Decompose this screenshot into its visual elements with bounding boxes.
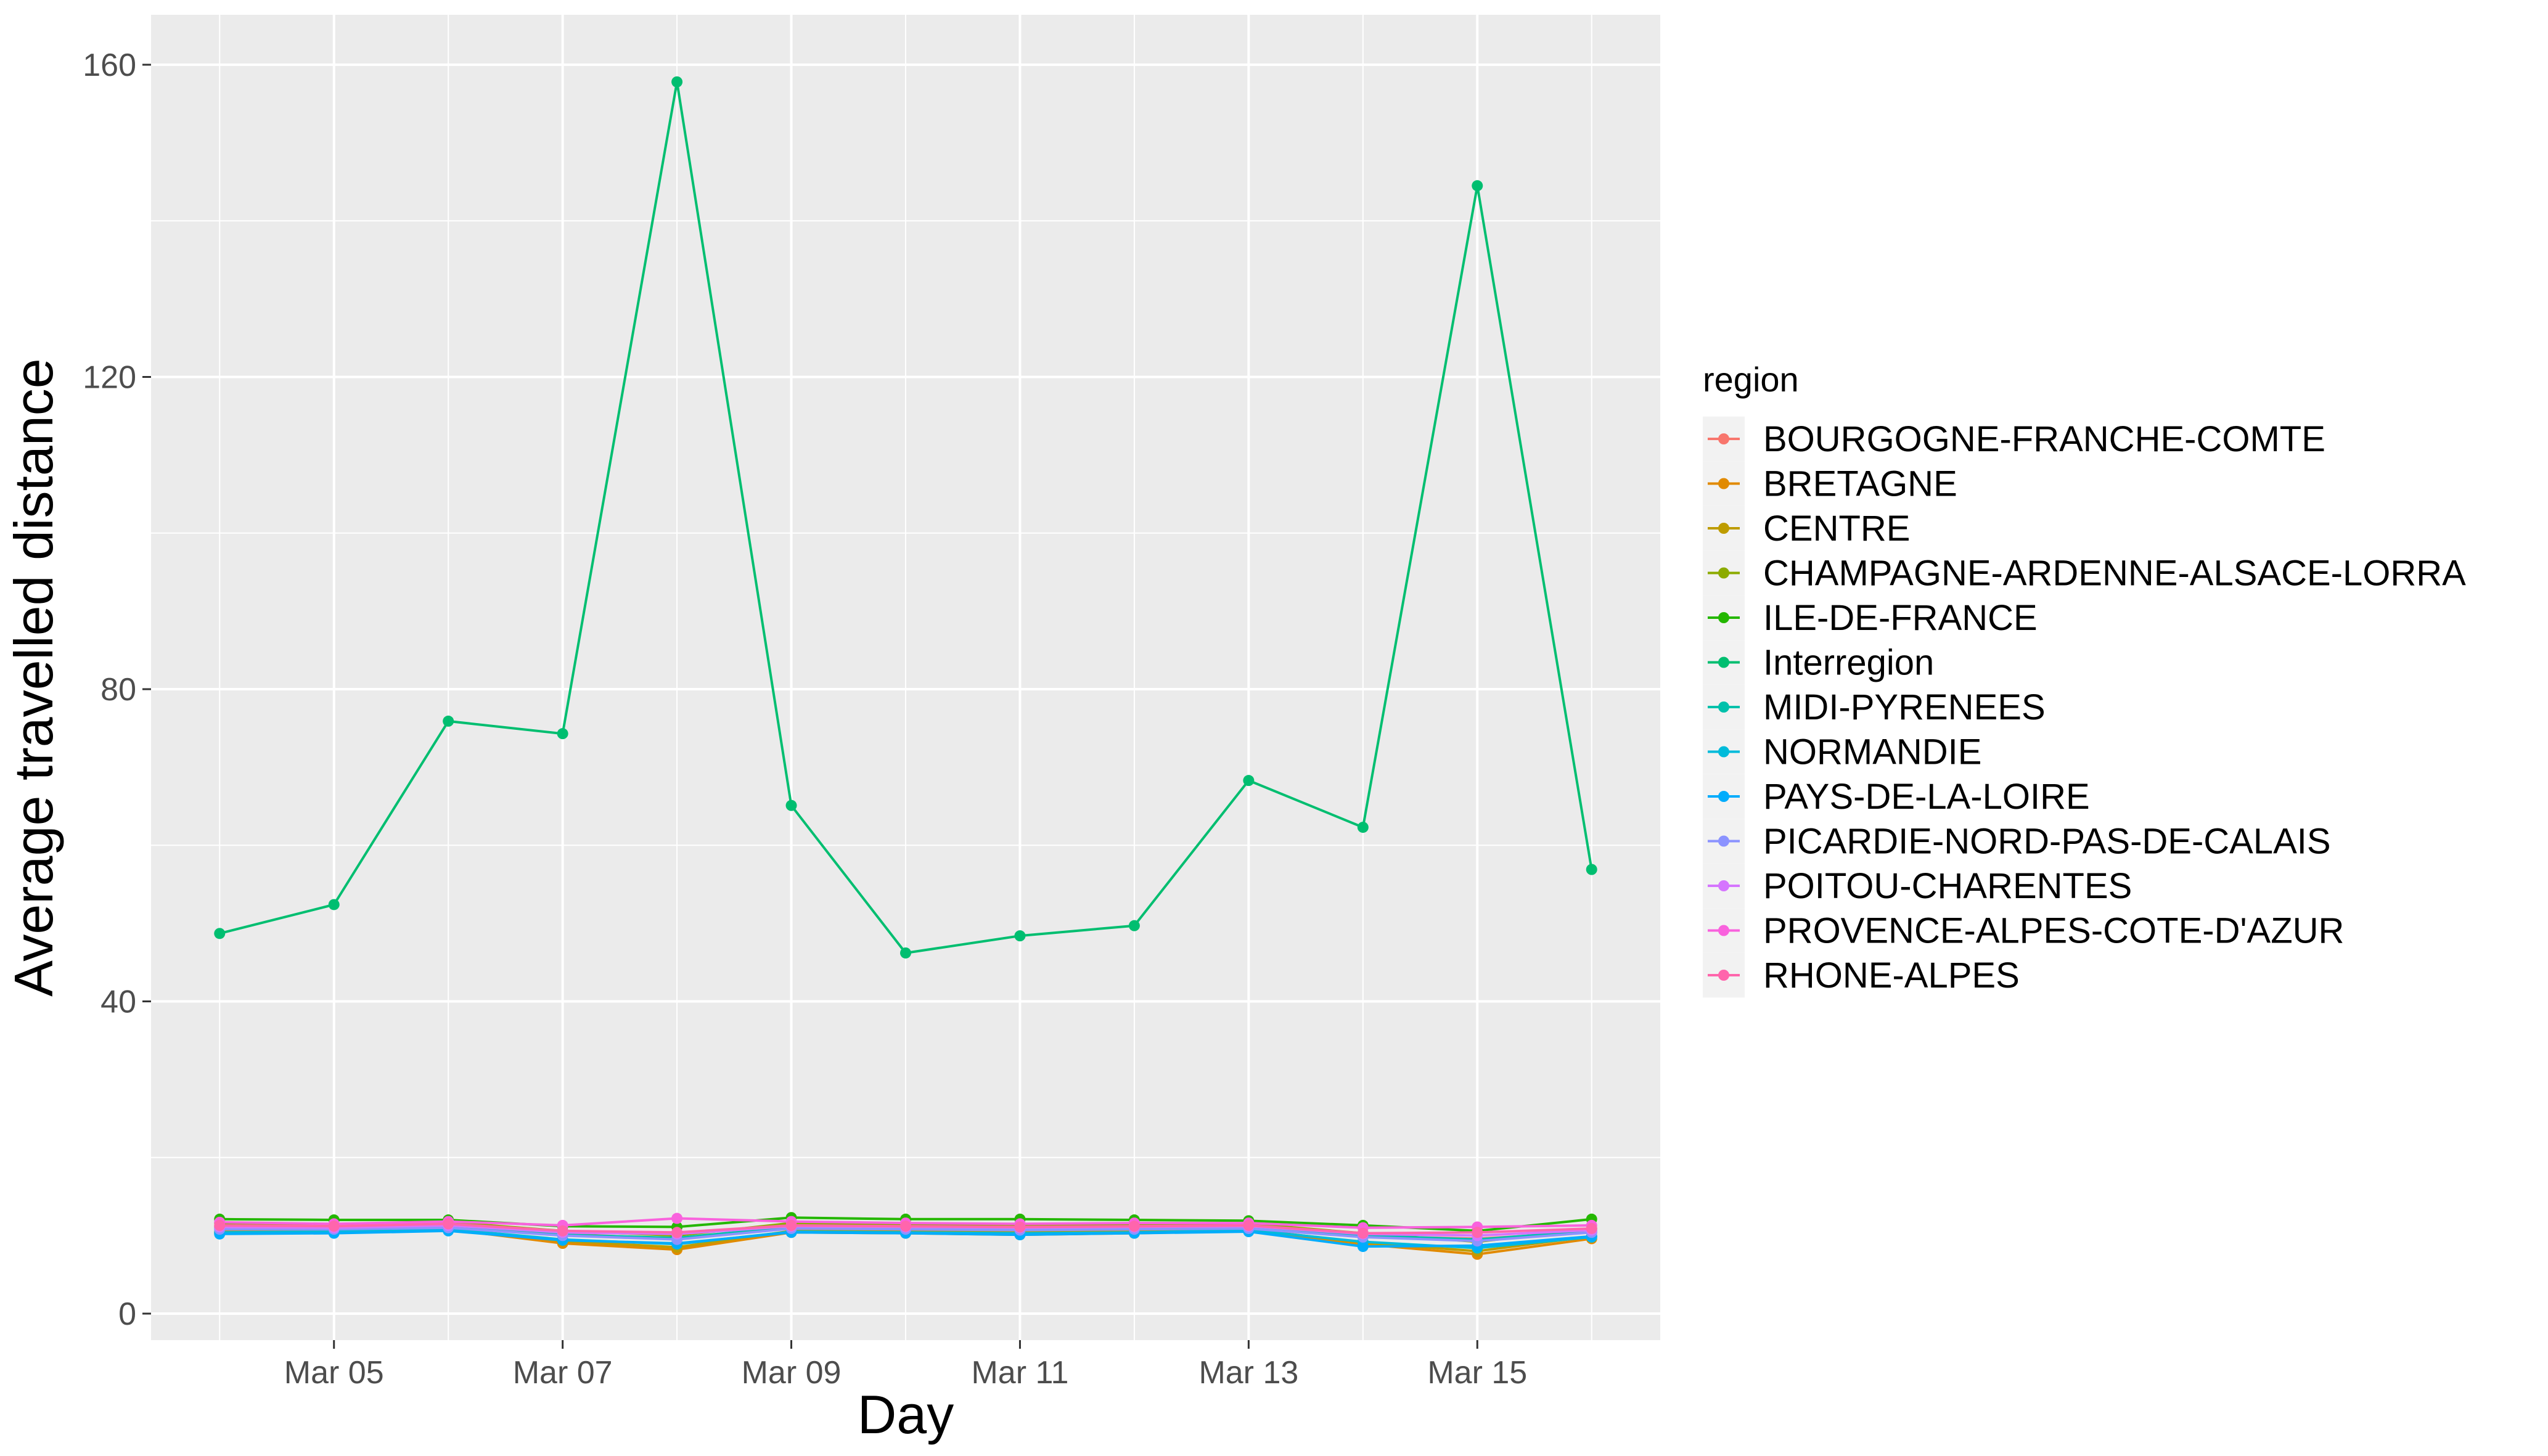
series-layer <box>214 76 1597 1260</box>
y-tick-label: 0 <box>118 1296 136 1332</box>
series-rhone-alpes <box>214 1218 1597 1239</box>
y-tick-label: 80 <box>100 672 136 708</box>
y-axis-title: Average travelled distance <box>3 358 64 996</box>
data-point <box>1586 864 1597 875</box>
x-tick-label: Mar 07 <box>513 1355 613 1391</box>
y-tick-label: 40 <box>100 984 136 1020</box>
legend-item: POITOU-CHARENTES <box>1703 863 2132 909</box>
data-point <box>1357 1227 1369 1239</box>
legend-item: PAYS-DE-LA-LOIRE <box>1703 774 2090 819</box>
data-point <box>1586 1222 1597 1234</box>
x-tick-label: Mar 05 <box>284 1355 384 1391</box>
legend-key-point <box>1718 925 1729 936</box>
legend-label: BOURGOGNE-FRANCHE-COMTE <box>1763 419 2325 459</box>
legend-item: CENTRE <box>1703 505 1910 551</box>
legend: region BOURGOGNE-FRANCHE-COMTE BRETAGNE CE… <box>1703 360 2466 998</box>
data-point <box>443 715 454 727</box>
legend-key-point <box>1718 880 1729 891</box>
x-tick-label: Mar 09 <box>742 1355 842 1391</box>
data-point <box>1243 1219 1255 1231</box>
legend-key-point <box>1718 701 1729 713</box>
y-axis: 0 40 80 120 160 <box>83 47 151 1332</box>
data-point <box>785 800 797 811</box>
legend-key-point <box>1718 835 1729 847</box>
x-tick-label: Mar 15 <box>1427 1355 1527 1391</box>
data-point <box>443 1218 454 1230</box>
data-point <box>671 1227 683 1238</box>
legend-key-point <box>1718 970 1729 981</box>
legend-label: RHONE-ALPES <box>1763 955 2020 996</box>
y-tick-label: 120 <box>83 359 136 395</box>
legend-item: BOURGOGNE-FRANCHE-COMTE <box>1703 416 2325 462</box>
legend-item: RHONE-ALPES <box>1703 952 2020 998</box>
legend-label: POITOU-CHARENTES <box>1763 866 2132 906</box>
legend-key-point <box>1718 746 1729 758</box>
data-point <box>1014 930 1026 942</box>
legend-label: CHAMPAGNE-ARDENNE-ALSACE-LORRA <box>1763 554 2466 594</box>
data-point <box>1357 1241 1369 1253</box>
legend-label: NORMANDIE <box>1763 732 1981 772</box>
data-point <box>214 928 226 939</box>
x-tick-label: Mar 11 <box>971 1355 1068 1391</box>
legend-key-point <box>1718 791 1729 802</box>
legend-item: PICARDIE-NORD-PAS-DE-CALAIS <box>1703 819 2331 864</box>
legend-key-point <box>1718 567 1729 579</box>
legend-label: Interregion <box>1763 643 1934 683</box>
legend-label: MIDI-PYRENEES <box>1763 687 2046 727</box>
data-point <box>1357 822 1369 833</box>
legend-item: CHAMPAGNE-ARDENNE-ALSACE-LORRA <box>1703 550 2466 595</box>
data-point <box>671 76 683 88</box>
data-point <box>1472 1227 1483 1238</box>
legend-item: ILE-DE-FRANCE <box>1703 595 2038 640</box>
x-axis-title: Day <box>858 1384 954 1445</box>
legend-label: BRETAGNE <box>1763 464 1957 504</box>
data-point <box>328 1221 340 1232</box>
legend-label: PICARDIE-NORD-PAS-DE-CALAIS <box>1763 822 2331 862</box>
data-point <box>214 1219 226 1231</box>
legend-item: NORMANDIE <box>1703 729 1981 774</box>
data-point <box>1243 775 1255 787</box>
data-point <box>557 1225 568 1237</box>
x-tick-label: Mar 13 <box>1198 1355 1298 1391</box>
y-tick-label: 160 <box>83 47 136 83</box>
legend-key-point <box>1718 433 1729 444</box>
legend-label: ILE-DE-FRANCE <box>1763 598 2038 638</box>
major-gridlines <box>151 15 1660 1340</box>
legend-item: MIDI-PYRENEES <box>1703 684 2046 730</box>
data-point <box>785 1219 797 1231</box>
legend-key-point <box>1718 656 1729 668</box>
data-point <box>1128 1221 1140 1232</box>
data-point <box>328 899 340 910</box>
data-point <box>900 1221 911 1232</box>
legend-label: PAYS-DE-LA-LOIRE <box>1763 777 2090 817</box>
x-axis: Mar 05 Mar 07 Mar 09 Mar 11 Mar 13 Mar 15 <box>284 1340 1527 1391</box>
legend-key-point <box>1718 523 1729 534</box>
data-point <box>900 947 911 959</box>
legend-label: PROVENCE-ALPES-COTE-D'AZUR <box>1763 911 2344 951</box>
data-point <box>1128 920 1140 931</box>
legend-title: region <box>1703 360 1799 399</box>
legend-item: Interregion <box>1703 640 1934 685</box>
legend-key-point <box>1718 478 1729 489</box>
data-point <box>1472 180 1483 192</box>
data-point <box>557 728 568 740</box>
legend-item: PROVENCE-ALPES-COTE-D'AZUR <box>1703 908 2344 953</box>
data-point <box>1014 1221 1026 1233</box>
legend-label: CENTRE <box>1763 509 1910 549</box>
legend-key-point <box>1718 612 1729 623</box>
minor-gridlines <box>151 15 1660 1340</box>
legend-items: BOURGOGNE-FRANCHE-COMTE BRETAGNE CENTRE CHA… <box>1703 416 2466 998</box>
legend-item: BRETAGNE <box>1703 461 1957 506</box>
data-point <box>671 1213 683 1224</box>
series-interregion <box>214 76 1597 959</box>
